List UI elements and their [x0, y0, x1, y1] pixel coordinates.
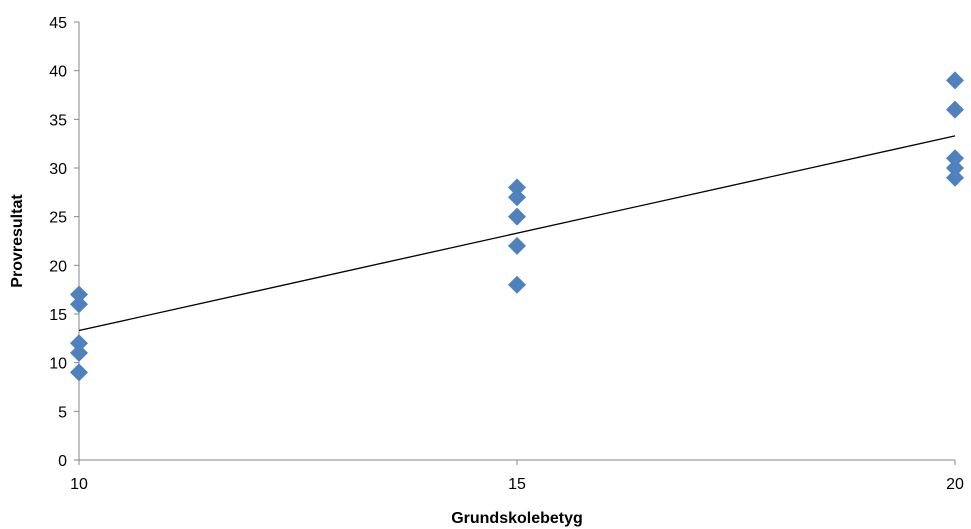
- data-point-marker: [946, 71, 964, 90]
- data-point-marker: [946, 168, 964, 187]
- x-tick-label: 15: [508, 476, 526, 493]
- data-point-marker: [70, 334, 88, 353]
- data-point-marker: [508, 236, 526, 255]
- y-tick-label: 15: [49, 307, 67, 324]
- data-point-marker: [946, 100, 964, 119]
- plot-area: 0 5 10 15 20 25 30 35 40 45 10 15 20: [49, 15, 964, 493]
- y-tick-label: 0: [58, 453, 67, 470]
- x-tick-label: 10: [70, 476, 88, 493]
- data-point-marker: [70, 343, 88, 362]
- y-tick-label: 20: [49, 258, 67, 275]
- data-point-marker: [946, 149, 964, 168]
- data-point-marker: [70, 285, 88, 304]
- y-tick-label: 45: [49, 15, 67, 32]
- data-point-marker: [70, 295, 88, 314]
- y-tick-label: 5: [58, 404, 67, 421]
- data-point-marker: [70, 363, 88, 382]
- data-point-marker: [946, 159, 964, 177]
- y-tick-label: 30: [49, 161, 67, 178]
- y-axis-title: Provresultat: [9, 194, 26, 288]
- linear-trendline: [78, 135, 956, 332]
- data-point-marker: [508, 178, 526, 197]
- data-points: [70, 71, 964, 382]
- y-tick-label: 25: [49, 210, 67, 227]
- y-axis-ticks: 0 5 10 15 20 25 30 35 40 45: [49, 15, 79, 470]
- data-point-marker: [508, 188, 526, 207]
- y-tick-label: 40: [49, 64, 67, 81]
- y-tick-label: 10: [49, 356, 67, 373]
- data-point-marker: [508, 275, 526, 294]
- data-point-marker: [508, 207, 526, 226]
- x-tick-label: 20: [946, 476, 964, 493]
- y-tick-label: 35: [49, 112, 67, 129]
- x-axis-title: Grundskolebetyg: [451, 510, 583, 527]
- x-axis-ticks: 10 15 20: [70, 460, 964, 493]
